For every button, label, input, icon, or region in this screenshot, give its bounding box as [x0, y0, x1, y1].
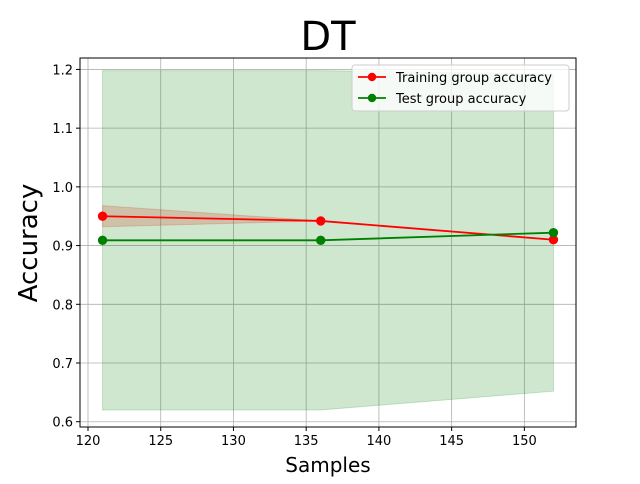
legend-label-0: Training group accuracy [395, 71, 552, 86]
x-tick-label-3: 135 [294, 434, 319, 449]
plot-area: 120 125 130 135 140 145 150 0.6 0.7 0.8 0.9 1.0 1.1 1… [52, 57, 577, 449]
series-1-point-1 [316, 235, 326, 245]
y-tick-label-3: 0.9 [52, 240, 73, 255]
x-tick-label-2: 130 [221, 434, 246, 449]
series-1-point-0 [97, 235, 108, 245]
y-tick-label-5: 1.1 [52, 122, 73, 137]
y-tick-label-4: 1.0 [52, 181, 73, 196]
series-0-point-1 [316, 216, 326, 226]
y-axis-label: Accuracy [14, 184, 44, 303]
legend-box [351, 64, 570, 112]
y-tick-label-2: 0.8 [52, 298, 73, 313]
x-tick-label-6: 150 [512, 434, 537, 449]
legend: Training group accuracy Test group accura… [351, 64, 570, 112]
y-tick-label-1: 0.7 [52, 357, 73, 372]
x-tick-label-5: 145 [439, 434, 464, 449]
x-tick-label-0: 120 [76, 434, 101, 449]
y-tick-label-0: 0.6 [52, 416, 73, 431]
series-0-point-0 [97, 211, 108, 221]
series-1-point-2 [548, 227, 559, 238]
legend-marker-0 [367, 72, 377, 82]
x-tick-label-4: 140 [366, 434, 391, 449]
x-axis-label: Samples [285, 453, 370, 477]
x-tick-label-1: 125 [148, 434, 173, 449]
chart-title: DT [300, 14, 356, 60]
legend-label-1: Test group accuracy [395, 92, 527, 107]
axes-frame [79, 57, 577, 428]
y-tick-label-6: 1.2 [52, 63, 73, 78]
legend-marker-1 [367, 93, 377, 103]
